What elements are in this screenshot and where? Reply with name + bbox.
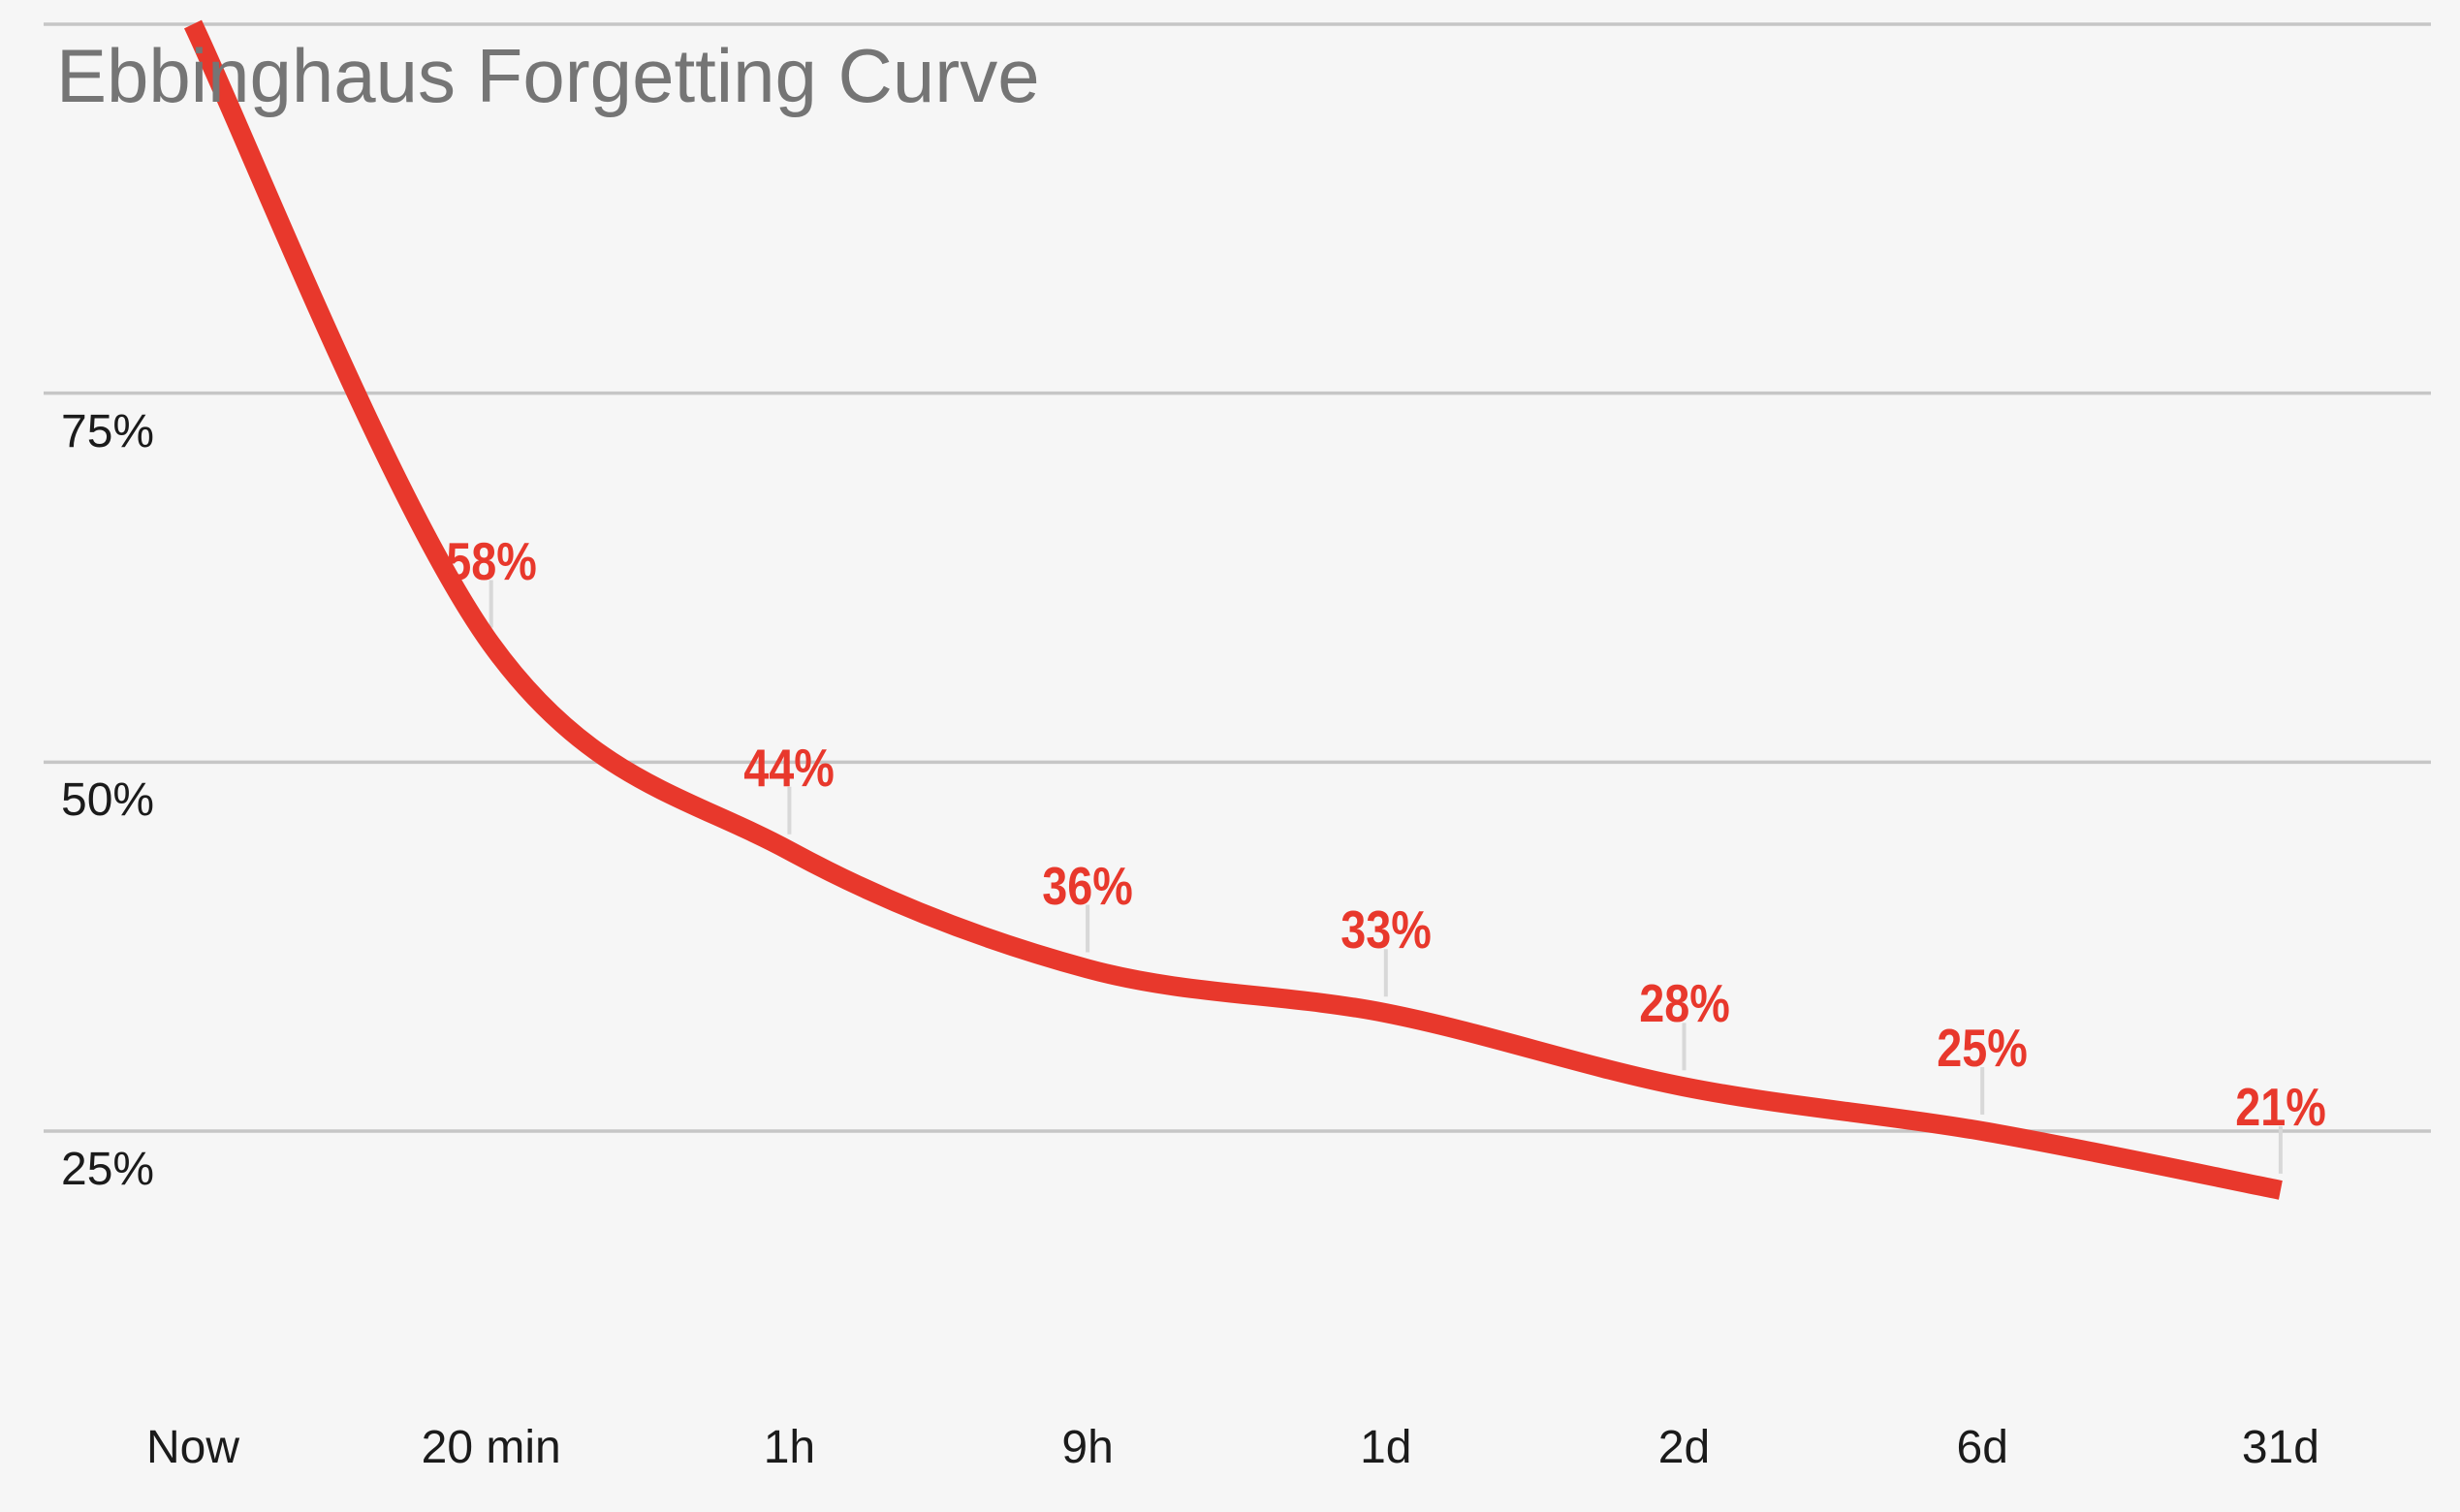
x-tick-label: 1d xyxy=(1360,1422,1412,1473)
x-tick-label: Now xyxy=(145,1422,240,1473)
x-tick-label: 2d xyxy=(1657,1422,1711,1473)
retention-curve xyxy=(183,19,2283,1200)
data-point-label: 28% xyxy=(1638,973,1730,1034)
data-point-label: 44% xyxy=(743,737,836,798)
x-tick-label: 20 min xyxy=(421,1422,561,1473)
x-tick-label: 1h xyxy=(763,1422,816,1473)
x-tick-label: 6d xyxy=(1956,1422,2008,1473)
chart-title: Ebbinghaus Forgetting Curve xyxy=(56,33,1040,118)
y-tick-label: 25% xyxy=(61,1144,155,1196)
y-tick-label: 50% xyxy=(61,774,155,827)
data-point-label: 33% xyxy=(1340,899,1432,961)
data-point-label: 58% xyxy=(445,530,537,591)
y-tick-label: 75% xyxy=(61,405,155,457)
x-tick-label: 9h xyxy=(1061,1422,1114,1473)
data-point-label: 25% xyxy=(1937,1018,2028,1079)
data-point-label: 21% xyxy=(2235,1076,2326,1137)
x-tick-label: 31d xyxy=(2241,1422,2319,1473)
data-point-label: 36% xyxy=(1042,855,1133,916)
